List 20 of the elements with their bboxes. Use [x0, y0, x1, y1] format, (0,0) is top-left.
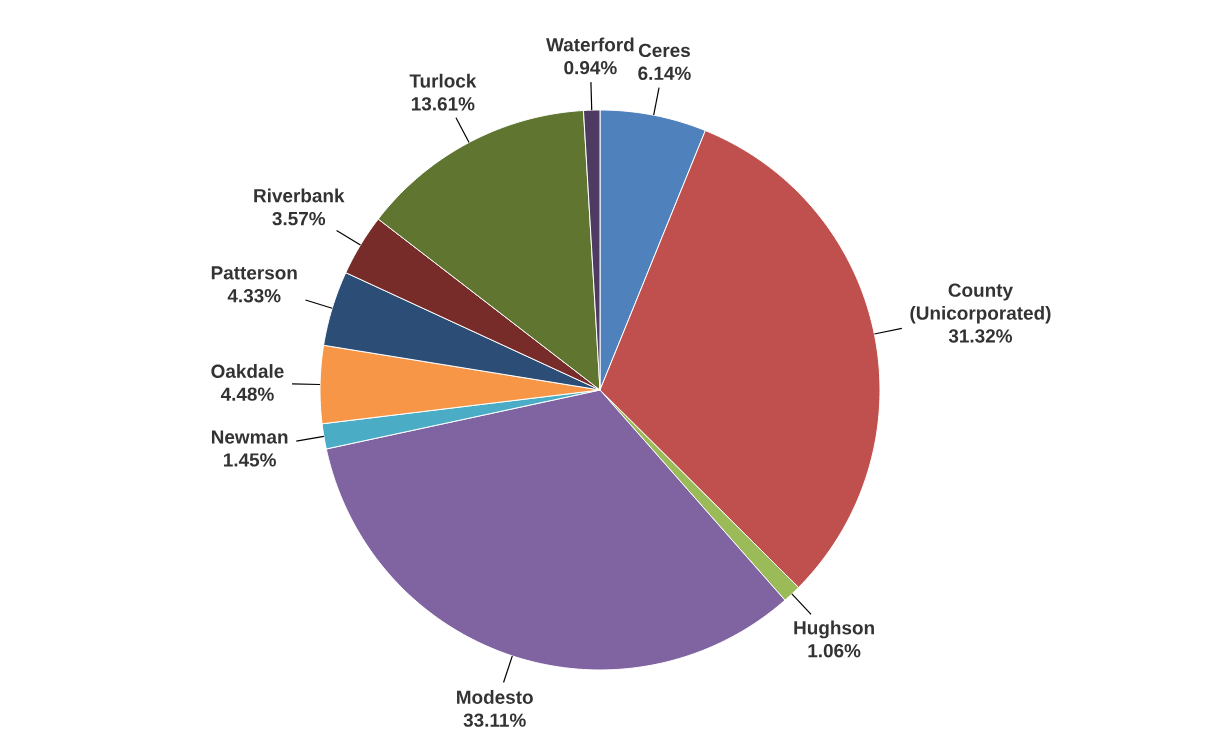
slice-label: Modesto — [457, 690, 533, 704]
data-label: 31.32% — [948, 329, 1013, 343]
data-label: 13.61% — [411, 97, 475, 111]
slice-label: Newman — [211, 430, 288, 444]
slice-label: Riverbank — [254, 188, 345, 203]
slice-label: County (Unicorporated) — [910, 283, 1051, 324]
data-label: 33.11% — [463, 713, 526, 727]
slice-label: Oakdale — [211, 364, 284, 378]
data-label: 3.57% — [272, 211, 326, 226]
data-label: 1.45% — [223, 453, 276, 467]
data-label: 4.48% — [220, 387, 274, 401]
slice-label: Hughson — [794, 620, 874, 639]
slice-label: Turlock — [409, 73, 477, 88]
slice-label: Ceres — [638, 43, 690, 58]
data-label: 4.33% — [227, 289, 281, 303]
data-label: 0.94% — [564, 60, 617, 75]
data-label: 1.06% — [808, 644, 861, 658]
slice-label: Patterson — [211, 266, 297, 280]
data-label: 6.14% — [638, 66, 691, 80]
slice-label: Waterford — [546, 37, 634, 52]
